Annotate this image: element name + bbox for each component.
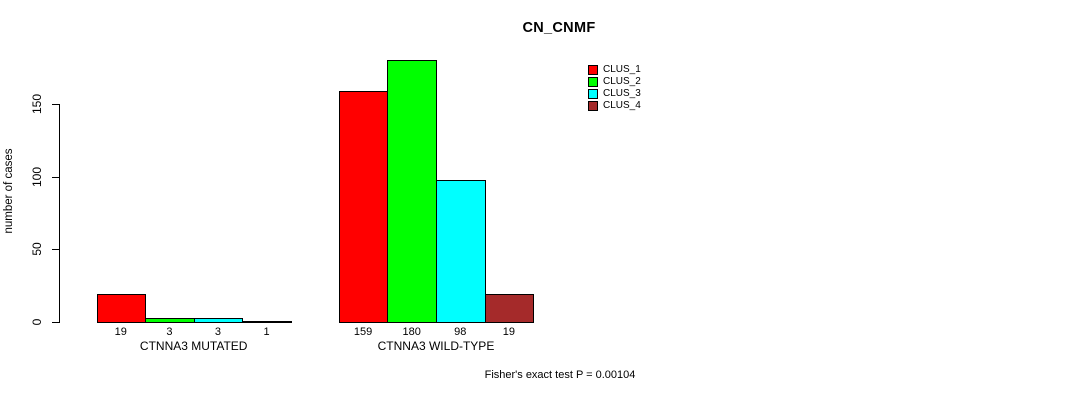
bar-value-label: 19: [114, 326, 127, 338]
chart-title: CN_CNMF: [522, 20, 596, 36]
y-axis-tick-label: 0: [30, 318, 44, 326]
y-axis-tick-label: 50: [30, 242, 44, 257]
x-group-label: CTNNA3 MUTATED: [139, 339, 248, 353]
y-axis-tick: [52, 249, 59, 251]
bar-value-label: 159: [353, 326, 373, 338]
legend-label: CLUS_2: [603, 76, 641, 87]
bar-value-label: 98: [454, 326, 467, 338]
legend-item-clus-4: CLUS_4: [588, 100, 641, 112]
y-axis-tick-label: 150: [30, 93, 44, 115]
bar-value-label: 19: [502, 326, 516, 338]
bar-clus-4-group1: [242, 320, 292, 323]
bar-clus-2-group1: [145, 317, 195, 323]
legend-swatch-clus-1: [588, 65, 598, 75]
legend-item-clus-2: CLUS_2: [588, 76, 641, 88]
bar-value-label: 180: [402, 326, 421, 338]
legend-swatch-clus-3: [588, 89, 598, 99]
bar-clus-3-group2: [436, 179, 486, 323]
legend-label: CLUS_3: [603, 88, 641, 99]
y-axis-tick: [52, 322, 59, 323]
fisher-test-annotation: Fisher's exact test P = 0.00104: [484, 369, 636, 381]
bar-value-label: 1: [263, 326, 270, 338]
bar-clus-2-group2: [387, 60, 437, 323]
bar-clus-1-group1: [96, 294, 147, 323]
x-group-label: CTNNA3 WILD-TYPE: [377, 339, 495, 353]
legend-swatch-clus-4: [588, 101, 598, 111]
legend-item-clus-3: CLUS_3: [588, 88, 641, 100]
y-axis-tick: [52, 104, 59, 105]
y-axis-line: [59, 104, 60, 323]
legend-item-clus-1: CLUS_1: [588, 64, 641, 76]
bar-value-label: 3: [214, 326, 222, 338]
legend-label: CLUS_4: [603, 100, 641, 111]
bar-clus-4-group2: [484, 294, 535, 323]
y-axis-title: number of cases: [3, 148, 15, 234]
legend-label: CLUS_1: [603, 64, 641, 75]
legend-swatch-clus-2: [588, 77, 598, 87]
y-axis-tick-label: 100: [30, 166, 44, 187]
y-axis-tick: [52, 176, 59, 178]
bar-clus-1-group2: [338, 90, 389, 323]
legend: CLUS_1 CLUS_2 CLUS_3 CLUS_4: [588, 64, 641, 112]
bar-clus-3-group1: [193, 317, 244, 323]
bar-value-label: 3: [166, 326, 173, 338]
